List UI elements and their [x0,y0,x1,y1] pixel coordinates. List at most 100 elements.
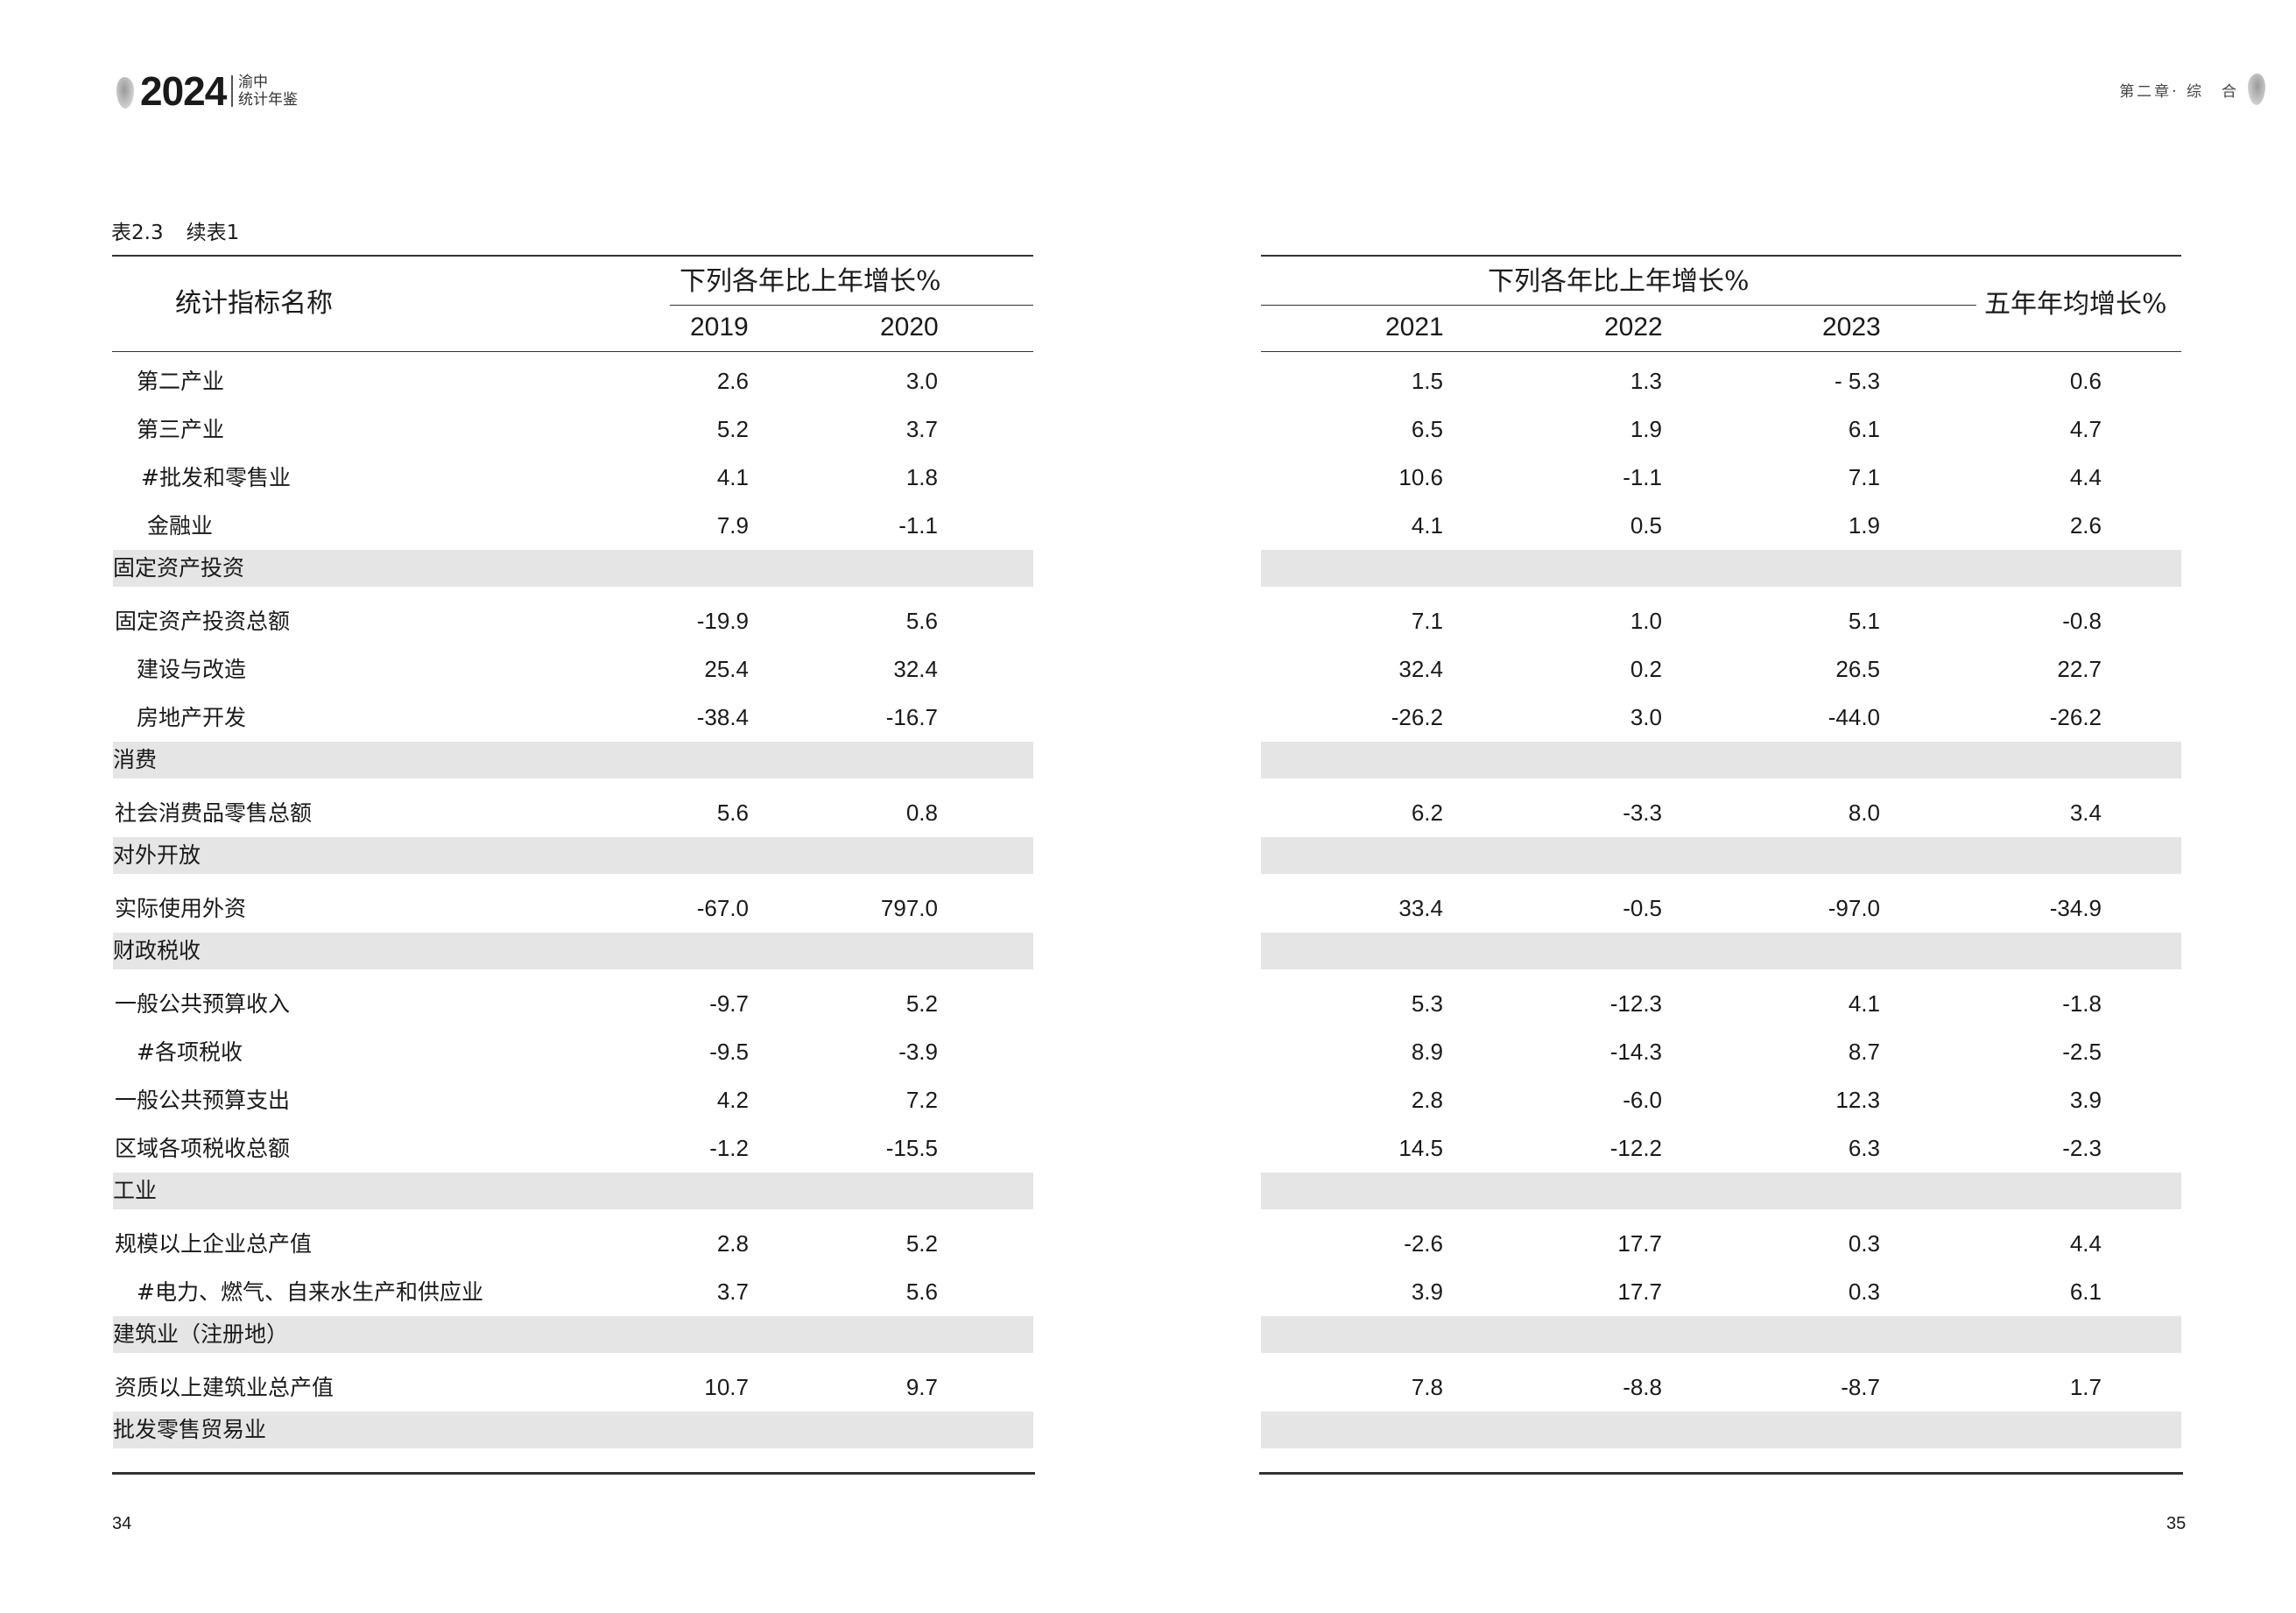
row-label: 实际使用外资 [115,896,247,921]
row-label: #各项税收 [137,1039,243,1065]
avg-value-cell: 0.6 [2069,368,2102,394]
value-cell: 14.5 [1398,1135,1443,1161]
left-page: 2024 渝中 统计年鉴 表2.3 续表1 统计指标名称 下列各年比上年增长% 2… [111,68,1035,1533]
page-number-left: 34 [112,1514,132,1533]
value-cell: 1.8 [905,464,938,490]
header-bottom-rule-right [1261,351,2181,352]
table-row: 固定资产投资总额 -19.9 5.6 [113,597,1033,645]
header-year-2022: 2022 [1604,313,1663,342]
table-row: 4.1 0.5 1.9 2.6 [1261,502,2181,550]
table-row: 14.5 -12.2 6.3 -2.3 [1261,1124,2181,1173]
table-row: 建设与改造 25.4 32.4 [113,645,1033,694]
value-cell: -38.4 [696,704,749,730]
table-top-rule-right [1261,255,2181,257]
header-year-2023: 2023 [1822,313,1881,342]
value-cell: -16.7 [885,704,938,730]
avg-value-cell: -0.8 [2062,608,2102,634]
value-cell: -8.7 [1841,1374,1880,1400]
value-cell: 2.8 [716,1230,749,1257]
value-cell: 7.1 [1411,608,1443,634]
table-row: 1.5 1.3 - 5.3 0.6 [1261,357,2181,405]
value-cell: 0.3 [1848,1278,1880,1305]
value-cell: 17.7 [1617,1230,1662,1257]
value-cell: 6.2 [1411,799,1443,826]
value-cell: 1.9 [1848,512,1880,539]
value-cell: -9.7 [709,990,749,1017]
value-cell: 3.0 [905,368,938,394]
table-row: 33.4 -0.5 -97.0 -34.9 [1261,884,2181,933]
value-cell: 25.4 [704,656,749,682]
row-label: 一般公共预算支出 [115,1088,291,1113]
value-cell: 32.4 [893,656,938,682]
value-cell: 12.3 [1835,1087,1880,1113]
row-label: 房地产开发 [137,705,247,730]
section-row: 工业 [113,1173,1033,1209]
value-cell: 7.2 [905,1087,938,1113]
value-cell: 4.2 [716,1087,749,1113]
table-row: -2.6 17.7 0.3 4.4 [1261,1220,2181,1268]
value-cell: - 5.3 [1834,368,1880,394]
value-cell: 6.3 [1848,1135,1880,1161]
table-row: 第二产业 2.6 3.0 [113,357,1033,405]
section-row: 消费 [113,742,1033,778]
yearbook-subtitle-line1: 渝中 [238,74,268,91]
value-cell: 5.2 [905,990,938,1017]
value-cell: 32.4 [1398,656,1443,682]
table-row: 房地产开发 -38.4 -16.7 [113,694,1033,742]
value-cell: -12.3 [1609,990,1662,1017]
section-row: 批发零售贸易业 [113,1412,1033,1448]
value-cell: 7.9 [716,512,749,539]
row-label: 资质以上建筑业总产值 [115,1375,335,1400]
row-label: 固定资产投资总额 [115,609,291,634]
section-row: 建筑业（注册地） [113,1316,1033,1353]
value-cell: 0.5 [1630,512,1662,539]
table-row: 一般公共预算支出 4.2 7.2 [113,1076,1033,1124]
avg-value-cell: 2.6 [2069,512,2102,539]
value-cell: 7.1 [1848,464,1880,490]
value-cell: 4.1 [716,464,749,490]
value-cell: 5.6 [716,799,749,826]
table-row: 6.2 -3.3 8.0 3.4 [1261,789,2181,837]
value-cell: 7.8 [1411,1374,1443,1400]
header-growth-group-right: 下列各年比上年增长% [1488,266,1750,297]
right-page: 第二章· 综 合 下列各年比上年增长% 五年年均增长% 2021 2022 20… [1148,0,2296,1613]
section-row: 固定资产投资 [113,550,1033,587]
section-row [1261,1412,2181,1448]
table-row: -26.2 3.0 -44.0 -26.2 [1261,694,2181,742]
value-cell: 5.2 [905,1230,938,1257]
row-label: 规模以上企业总产值 [115,1231,313,1257]
value-cell: 6.5 [1411,416,1443,442]
value-cell: -2.6 [1404,1230,1443,1257]
avg-value-cell: 1.7 [2069,1374,2102,1400]
value-cell: 0.3 [1848,1230,1880,1257]
row-label: 金融业 [147,513,214,539]
table-row: 6.5 1.9 6.1 4.7 [1261,405,2181,454]
avg-value-cell: -34.9 [2049,895,2102,921]
table-row: 10.6 -1.1 7.1 4.4 [1261,454,2181,502]
avg-value-cell: -1.8 [2062,990,2102,1017]
avg-value-cell: 4.4 [2069,464,2102,490]
header-bottom-rule-left [112,351,1033,352]
header-year-2021: 2021 [1385,313,1444,342]
value-cell: -6.0 [1623,1087,1662,1113]
table-row: 实际使用外资 -67.0 797.0 [113,884,1033,933]
value-cell: 5.6 [905,608,938,634]
header-growth-group-left: 下列各年比上年增长% [680,266,941,297]
section-label: 对外开放 [113,842,201,868]
header-group-rule-right [1261,305,1976,306]
value-cell: 17.7 [1617,1278,1662,1305]
yearbook-year: 2024 [140,68,227,114]
yearbook-subtitle: 渝中 统计年鉴 [238,74,298,109]
row-label: 第三产业 [137,417,225,442]
row-label: #电力、燃气、自来水生产和供应业 [137,1279,483,1305]
section-label: 建筑业（注册地） [113,1321,289,1347]
header-five-year-avg: 五年年均增长% [1984,289,2167,320]
section-row [1261,1173,2181,1209]
value-cell: 5.2 [716,416,749,442]
value-cell: 9.7 [905,1374,938,1400]
row-label: 区域各项税收总额 [115,1136,291,1161]
value-cell: 797.0 [880,895,938,921]
section-row [1261,933,2181,969]
table-row: 一般公共预算收入 -9.7 5.2 [113,980,1033,1028]
value-cell: -1.2 [709,1135,749,1161]
